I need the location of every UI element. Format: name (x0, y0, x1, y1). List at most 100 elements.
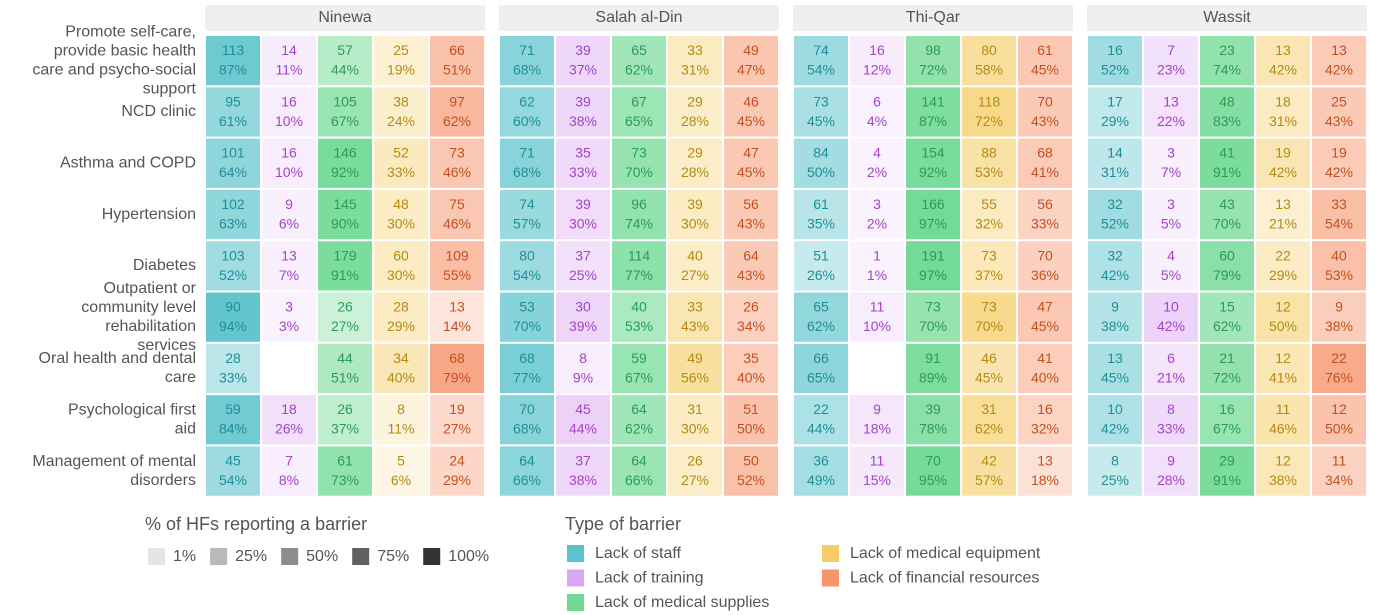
opacity-legend-title: % of HFs reporting a barrier (145, 514, 367, 534)
percent-label: 7% (1161, 164, 1181, 180)
count-label: 13 (449, 299, 465, 315)
heat-cell (500, 395, 554, 445)
percent-label: 30% (681, 421, 709, 437)
percent-label: 97% (919, 267, 947, 283)
count-label: 118 (978, 93, 1001, 109)
heat-cell (1088, 36, 1142, 86)
percent-label: 49% (807, 472, 835, 488)
color-legend-swatch (567, 594, 584, 611)
count-label: 39 (925, 401, 941, 417)
heat-cell (724, 36, 778, 86)
percent-label: 50% (1269, 318, 1297, 334)
percent-label: 7% (279, 267, 299, 283)
heat-cell (374, 395, 428, 445)
heat-cell (906, 87, 960, 137)
count-label: 62 (519, 93, 535, 109)
count-label: 166 (921, 196, 945, 212)
heat-cell (1088, 189, 1142, 240)
percent-label: 27% (681, 267, 709, 283)
heat-cell (1312, 36, 1366, 86)
heat-cell (206, 189, 260, 240)
row-label: Psychological first (68, 401, 197, 418)
heat-cell (206, 446, 260, 496)
opacity-legend-label: 50% (306, 548, 338, 565)
count-label: 45 (225, 453, 241, 469)
count-label: 44 (337, 350, 353, 366)
heat-cell (1018, 343, 1072, 394)
percent-label: 11% (276, 62, 303, 78)
percent-label: 53% (1325, 267, 1353, 283)
percent-label: 44% (807, 421, 835, 437)
percent-label: 28% (681, 164, 709, 180)
count-label: 26 (687, 453, 703, 469)
count-label: 11 (1332, 453, 1347, 469)
percent-label: 5% (1161, 267, 1181, 283)
heat-cell (318, 189, 372, 240)
opacity-legend-swatch (352, 548, 370, 565)
opacity-legend-swatch (210, 548, 228, 565)
count-label: 50 (743, 453, 759, 469)
count-label: 42 (981, 453, 997, 469)
percent-label: 70% (513, 318, 541, 334)
count-label: 36 (813, 453, 829, 469)
percent-label: 90% (331, 216, 359, 232)
heat-cell (262, 189, 316, 240)
count-label: 40 (1331, 247, 1347, 263)
heat-cell (906, 395, 960, 445)
count-label: 51 (743, 401, 759, 417)
count-label: 74 (519, 196, 535, 212)
heat-cell (850, 138, 904, 188)
count-label: 9 (1335, 299, 1343, 315)
heat-cell (1256, 36, 1310, 86)
opacity-legend-label: 75% (377, 548, 409, 565)
count-label: 49 (743, 42, 759, 58)
percent-label: 92% (919, 164, 947, 180)
heat-cell (500, 241, 554, 291)
color-legend-swatch (567, 545, 584, 562)
percent-label: 23% (1157, 62, 1185, 78)
count-label: 67 (631, 93, 647, 109)
count-label: 13 (1275, 42, 1291, 58)
heat-cell (318, 36, 372, 86)
percent-label: 45% (975, 369, 1003, 385)
percent-label: 8% (279, 472, 299, 488)
heat-cell (1088, 87, 1142, 137)
percent-label: 65% (625, 113, 653, 129)
heat-cell (612, 138, 666, 188)
count-label: 8 (579, 350, 587, 366)
heat-cell (724, 343, 778, 394)
heat-cell (318, 138, 372, 188)
percent-label: 33% (1031, 216, 1059, 232)
heat-cell (430, 241, 484, 291)
heat-cell (1200, 343, 1254, 394)
count-label: 33 (687, 42, 703, 58)
count-label: 30 (575, 299, 591, 315)
percent-label: 53% (975, 164, 1003, 180)
count-label: 47 (743, 145, 759, 161)
heat-cell (612, 446, 666, 496)
percent-label: 45% (737, 113, 765, 129)
percent-label: 46% (443, 164, 471, 180)
count-label: 32 (1107, 196, 1123, 212)
heat-cell (206, 138, 260, 188)
percent-label: 28% (681, 113, 709, 129)
count-label: 3 (1167, 196, 1175, 212)
percent-label: 29% (1269, 267, 1297, 283)
heat-cell (962, 189, 1016, 240)
percent-label: 62% (625, 421, 653, 437)
count-label: 25 (393, 42, 409, 58)
count-label: 11 (1276, 401, 1291, 417)
color-legend-label: Lack of staff (595, 545, 682, 562)
percent-label: 43% (1031, 113, 1059, 129)
facet-title: Wassit (1203, 9, 1251, 26)
count-label: 14 (281, 42, 297, 58)
percent-label: 42% (1157, 318, 1185, 334)
count-label: 88 (981, 145, 997, 161)
count-label: 34 (393, 350, 409, 366)
color-legend-label: Lack of medical equipment (850, 545, 1041, 562)
count-label: 59 (631, 350, 647, 366)
heat-cell (1256, 292, 1310, 342)
heat-cell (850, 241, 904, 291)
percent-label: 12% (863, 62, 891, 78)
heat-cell (500, 36, 554, 86)
